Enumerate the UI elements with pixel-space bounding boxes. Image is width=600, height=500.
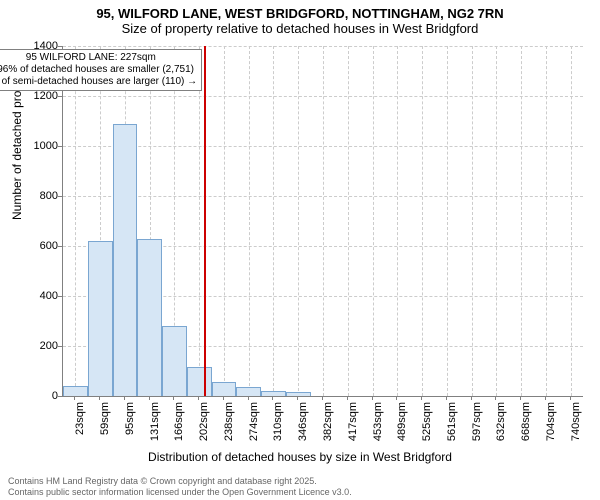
y-tick — [58, 296, 62, 297]
gridline-vertical — [546, 46, 547, 396]
x-tick-label: 704sqm — [545, 402, 557, 442]
gridline-vertical — [323, 46, 324, 396]
y-tick-label: 1400 — [18, 40, 58, 52]
x-tick — [99, 396, 100, 400]
x-tick-label: 59sqm — [99, 402, 111, 442]
x-tick — [471, 396, 472, 400]
y-tick — [58, 196, 62, 197]
x-tick — [446, 396, 447, 400]
x-tick — [198, 396, 199, 400]
footer-line2: Contains public sector information licen… — [8, 487, 352, 498]
y-tick — [58, 346, 62, 347]
x-tick-label: 632sqm — [495, 402, 507, 442]
x-tick-label: 525sqm — [421, 402, 433, 442]
x-tick-label: 740sqm — [570, 402, 582, 442]
x-tick-label: 274sqm — [248, 402, 260, 442]
gridline-vertical — [472, 46, 473, 396]
plot-area: 95 WILFORD LANE: 227sqm ← 96% of detache… — [62, 46, 583, 397]
histogram-bar — [88, 241, 113, 396]
x-tick — [74, 396, 75, 400]
x-tick-label: 202sqm — [198, 402, 210, 442]
gridline-vertical — [521, 46, 522, 396]
x-tick-label: 597sqm — [471, 402, 483, 442]
gridline-vertical — [571, 46, 572, 396]
x-tick — [272, 396, 273, 400]
gridline-vertical — [496, 46, 497, 396]
marker-annotation-box: 95 WILFORD LANE: 227sqm ← 96% of detache… — [0, 49, 202, 91]
x-tick — [396, 396, 397, 400]
y-tick — [58, 396, 62, 397]
annotation-larger: 4% of semi-detached houses are larger (1… — [0, 76, 197, 88]
x-tick-label: 489sqm — [396, 402, 408, 442]
x-tick — [570, 396, 571, 400]
histogram-bar — [63, 386, 88, 396]
x-axis-label: Distribution of detached houses by size … — [0, 450, 600, 464]
footer-attribution: Contains HM Land Registry data © Crown c… — [8, 476, 352, 498]
x-tick-label: 310sqm — [272, 402, 284, 442]
x-tick-label: 166sqm — [173, 402, 185, 442]
x-tick — [297, 396, 298, 400]
chart-title-address: 95, WILFORD LANE, WEST BRIDGFORD, NOTTIN… — [0, 0, 600, 21]
histogram-bar — [162, 326, 187, 396]
gridline-vertical — [422, 46, 423, 396]
gridline-vertical — [249, 46, 250, 396]
x-tick — [223, 396, 224, 400]
histogram-bar — [261, 391, 286, 397]
x-tick — [347, 396, 348, 400]
histogram-bar — [212, 382, 237, 396]
gridline-vertical — [224, 46, 225, 396]
property-marker-line — [204, 46, 206, 396]
x-tick-label: 561sqm — [446, 402, 458, 442]
gridline-vertical — [273, 46, 274, 396]
x-tick — [149, 396, 150, 400]
y-tick-label: 600 — [18, 240, 58, 252]
y-tick — [58, 246, 62, 247]
annotation-title: 95 WILFORD LANE: 227sqm — [0, 52, 197, 64]
x-tick — [124, 396, 125, 400]
x-tick — [421, 396, 422, 400]
y-tick — [58, 46, 62, 47]
y-tick-label: 400 — [18, 290, 58, 302]
x-tick — [372, 396, 373, 400]
histogram-bar — [113, 124, 138, 397]
y-tick — [58, 146, 62, 147]
annotation-smaller: ← 96% of detached houses are smaller (2,… — [0, 64, 197, 76]
x-tick-label: 453sqm — [372, 402, 384, 442]
x-tick-label: 238sqm — [223, 402, 235, 442]
x-tick-label: 417sqm — [347, 402, 359, 442]
x-tick — [248, 396, 249, 400]
histogram-bar — [236, 387, 261, 396]
chart-subtitle: Size of property relative to detached ho… — [0, 21, 600, 40]
y-tick — [58, 96, 62, 97]
y-tick-label: 0 — [18, 390, 58, 402]
y-tick-label: 1000 — [18, 140, 58, 152]
gridline-vertical — [298, 46, 299, 396]
footer-line1: Contains HM Land Registry data © Crown c… — [8, 476, 352, 487]
x-tick — [545, 396, 546, 400]
gridline-vertical — [199, 46, 200, 396]
gridline-vertical — [447, 46, 448, 396]
histogram-bar — [137, 239, 162, 397]
x-tick-label: 346sqm — [297, 402, 309, 442]
x-tick — [495, 396, 496, 400]
x-tick-label: 23sqm — [74, 402, 86, 442]
x-tick-label: 95sqm — [124, 402, 136, 442]
gridline-vertical — [348, 46, 349, 396]
x-tick — [520, 396, 521, 400]
x-tick-label: 668sqm — [520, 402, 532, 442]
histogram-bar — [187, 367, 212, 396]
y-tick-label: 800 — [18, 190, 58, 202]
x-tick — [322, 396, 323, 400]
y-tick-label: 200 — [18, 340, 58, 352]
gridline-vertical — [373, 46, 374, 396]
gridline-vertical — [75, 46, 76, 396]
y-tick-label: 1200 — [18, 90, 58, 102]
x-tick-label: 382sqm — [322, 402, 334, 442]
x-tick — [173, 396, 174, 400]
x-tick-label: 131sqm — [149, 402, 161, 442]
gridline-vertical — [397, 46, 398, 396]
chart-container: 95, WILFORD LANE, WEST BRIDGFORD, NOTTIN… — [0, 0, 600, 500]
